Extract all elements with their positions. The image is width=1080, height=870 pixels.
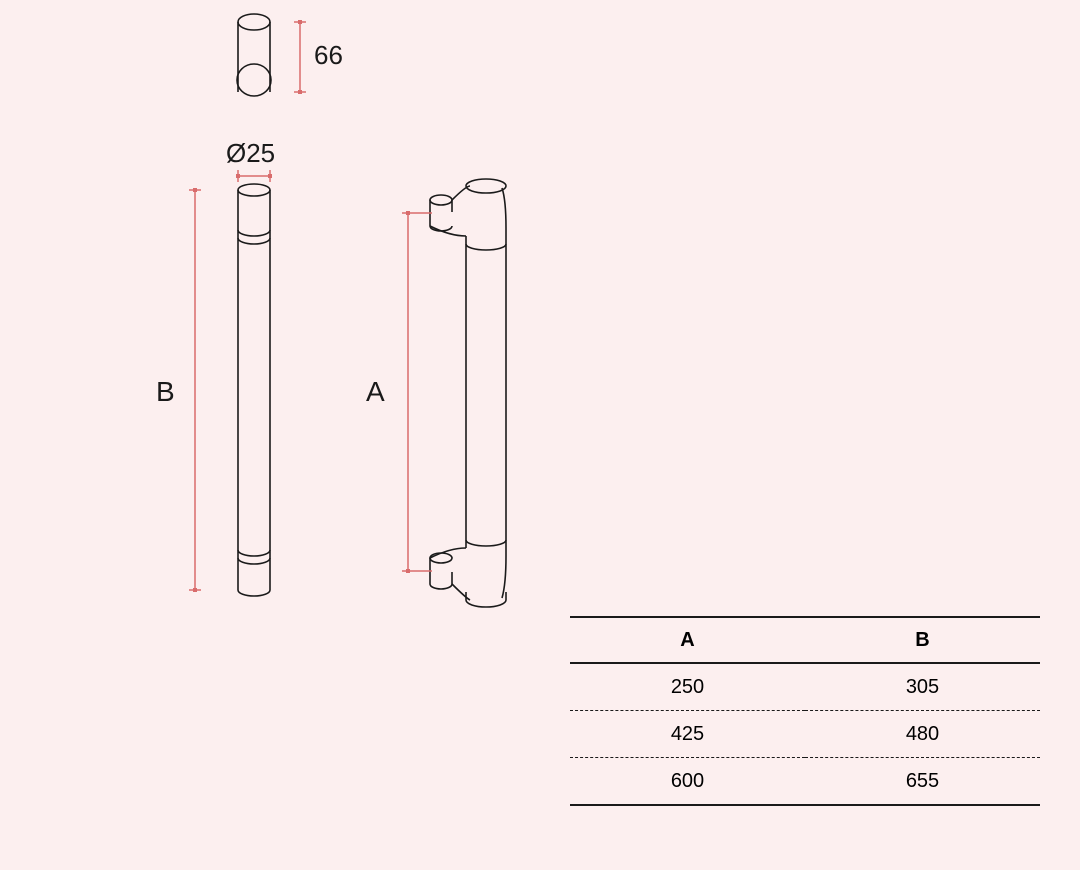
label-a: A	[366, 376, 385, 408]
dimensions-table: A B 250 305 425 480 600 655	[570, 616, 1040, 806]
table-row: 250 305	[570, 663, 1040, 711]
cell: 305	[805, 663, 1040, 711]
cell: 250	[570, 663, 805, 711]
cell: 425	[570, 711, 805, 758]
cell: 480	[805, 711, 1040, 758]
col-b-header: B	[805, 617, 1040, 663]
table-row: 600 655	[570, 758, 1040, 806]
cell: 600	[570, 758, 805, 806]
col-a-header: A	[570, 617, 805, 663]
table-row: 425 480	[570, 711, 1040, 758]
cell: 655	[805, 758, 1040, 806]
